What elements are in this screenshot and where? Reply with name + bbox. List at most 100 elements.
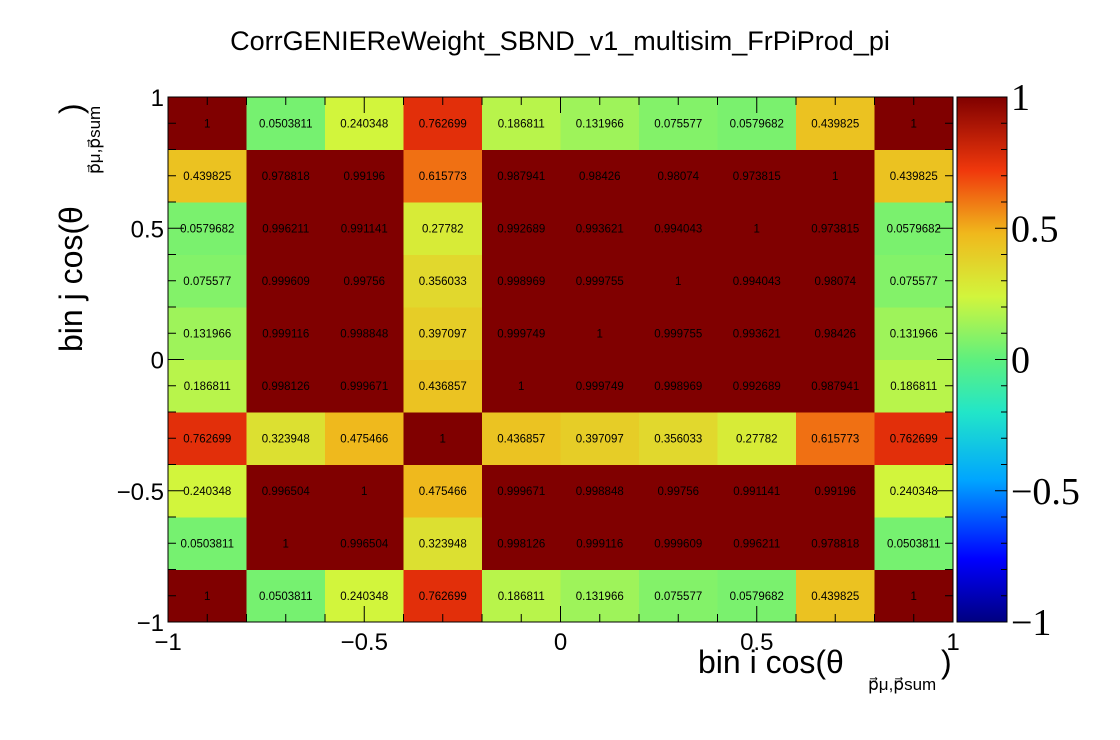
heatmap-cell <box>168 412 247 465</box>
heatmap-cell <box>246 149 326 203</box>
cell-value-label: 0.323948 <box>262 433 310 445</box>
heatmap-cell <box>796 307 875 360</box>
cell-value-label: 0.240348 <box>890 486 938 498</box>
heatmap-cell <box>639 202 718 255</box>
cell-value-label: 0.240348 <box>340 118 388 130</box>
y-axis-label: bin j cos(θ <box>53 206 89 352</box>
cell-value-label: 0.999609 <box>654 538 702 550</box>
heatmap-cell <box>796 149 875 203</box>
x-axis-title: bin i cos(θ p⃗μ,p⃗sum ) <box>698 644 952 694</box>
x-tick-label: −0.5 <box>341 629 388 656</box>
heatmap-cell <box>168 517 247 570</box>
cell-value-label: 1 <box>361 486 367 498</box>
cell-value-label: 1 <box>911 118 917 130</box>
cell-value-label: 0.356033 <box>654 433 702 445</box>
heatmap-cell <box>325 517 404 570</box>
cell-value-label: 1 <box>440 433 446 445</box>
cell-value-label: 0.356033 <box>419 276 467 288</box>
cell-value-label: 0.98426 <box>814 328 856 340</box>
heatmap-cell <box>482 202 561 255</box>
cell-value-label: 0.475466 <box>419 486 467 498</box>
y-axis-label-close: ) <box>53 103 89 114</box>
cell-value-label: 0.973815 <box>733 171 781 183</box>
cell-value-label: 0.98426 <box>579 171 621 183</box>
heatmap-cell <box>717 464 797 518</box>
heatmap-cell <box>796 517 875 570</box>
cell-value-label: 0.075577 <box>183 276 231 288</box>
cell-value-label: 0.996504 <box>340 538 389 550</box>
cell-value-label: 0.439825 <box>811 591 859 603</box>
cell-value-label: 0.075577 <box>654 591 702 603</box>
heatmap-cell <box>482 359 561 413</box>
cell-value-label: 0.186811 <box>498 118 545 130</box>
cell-value-label: 0.999749 <box>497 328 545 340</box>
heatmap-cell <box>796 359 875 413</box>
cell-value-label: 0.999755 <box>576 276 624 288</box>
heatmap-cell <box>717 254 797 308</box>
cell-value-label: 0.131966 <box>183 328 231 340</box>
cell-value-label: 0.99196 <box>343 171 385 183</box>
cell-value-label: 0.131966 <box>576 118 624 130</box>
heatmap-cell <box>403 254 483 308</box>
cell-value-label: 1 <box>832 171 838 183</box>
cell-value-label: 1 <box>675 276 681 288</box>
cell-value-label: 0.998969 <box>654 381 702 393</box>
heatmap-cell <box>560 569 640 623</box>
heatmap-cell <box>403 412 483 465</box>
cell-value-label: 0.996211 <box>262 223 309 235</box>
cell-value-label: 0.994043 <box>654 223 702 235</box>
cell-value-label: 0.075577 <box>890 276 938 288</box>
heatmap-cell <box>639 412 718 465</box>
cell-value-label: 1 <box>204 118 210 130</box>
cell-value-label: 0.762699 <box>419 118 467 130</box>
cell-value-label: 0.998848 <box>576 486 624 498</box>
cell-value-label: 0.99756 <box>657 486 699 498</box>
cell-value-label: 0.996504 <box>262 486 311 498</box>
cell-value-label: 0.999671 <box>497 486 545 498</box>
heatmap-cell <box>874 412 954 465</box>
heatmap-cell <box>246 97 326 150</box>
cell-value-label: 0.0503811 <box>887 538 941 550</box>
heatmap-cell <box>796 97 875 150</box>
heatmap-cell <box>482 307 561 360</box>
y-tick-label: 0.5 <box>131 216 164 243</box>
heatmap-cell <box>796 464 875 518</box>
palette-tick-label: 1 <box>1011 77 1030 119</box>
x-tick-label: −1 <box>154 629 181 656</box>
cell-value-label: 0.0579682 <box>887 223 941 235</box>
heatmap-cell <box>874 149 954 203</box>
cell-value-label: 0.615773 <box>811 433 859 445</box>
cell-value-label: 0.439825 <box>811 118 859 130</box>
heatmap-cell <box>874 569 954 623</box>
cell-value-label: 0.0579682 <box>180 223 234 235</box>
heatmap-cell <box>168 359 247 413</box>
cell-value-label: 0.0579682 <box>730 591 784 603</box>
cell-value-label: 0.323948 <box>419 538 467 550</box>
y-axis-label-subscript: p⃗μ,p⃗sum <box>85 106 104 174</box>
heatmap-cell <box>403 569 483 623</box>
cell-value-label: 0.998126 <box>497 538 545 550</box>
heatmap-cell <box>482 464 561 518</box>
heatmap-cell <box>403 149 483 203</box>
heatmap-cell <box>482 517 561 570</box>
cell-value-label: 0.186811 <box>184 381 231 393</box>
heatmap-cell <box>874 517 954 570</box>
heatmap-cell <box>560 412 640 465</box>
x-tick-label: 1 <box>946 629 959 656</box>
cell-value-label: 0.998126 <box>262 381 310 393</box>
cell-value-label: 1 <box>283 538 289 550</box>
heatmap-cell <box>874 307 954 360</box>
cell-value-label: 0.993621 <box>733 328 781 340</box>
cell-value-label: 1 <box>911 591 917 603</box>
palette-tick-label: −1 <box>1011 602 1051 644</box>
heatmap-cell <box>560 97 640 150</box>
cell-value-label: 0.996211 <box>733 538 780 550</box>
heatmap-cell <box>717 149 797 203</box>
palette-tick-label: 0 <box>1011 340 1030 382</box>
cell-value-label: 0.992689 <box>497 223 545 235</box>
heatmap-cell <box>325 412 404 465</box>
heatmap-cell <box>639 254 718 308</box>
cell-value-label: 0.999116 <box>262 328 309 340</box>
cell-value-label: 0.978818 <box>811 538 859 550</box>
heatmap-cell <box>717 412 797 465</box>
